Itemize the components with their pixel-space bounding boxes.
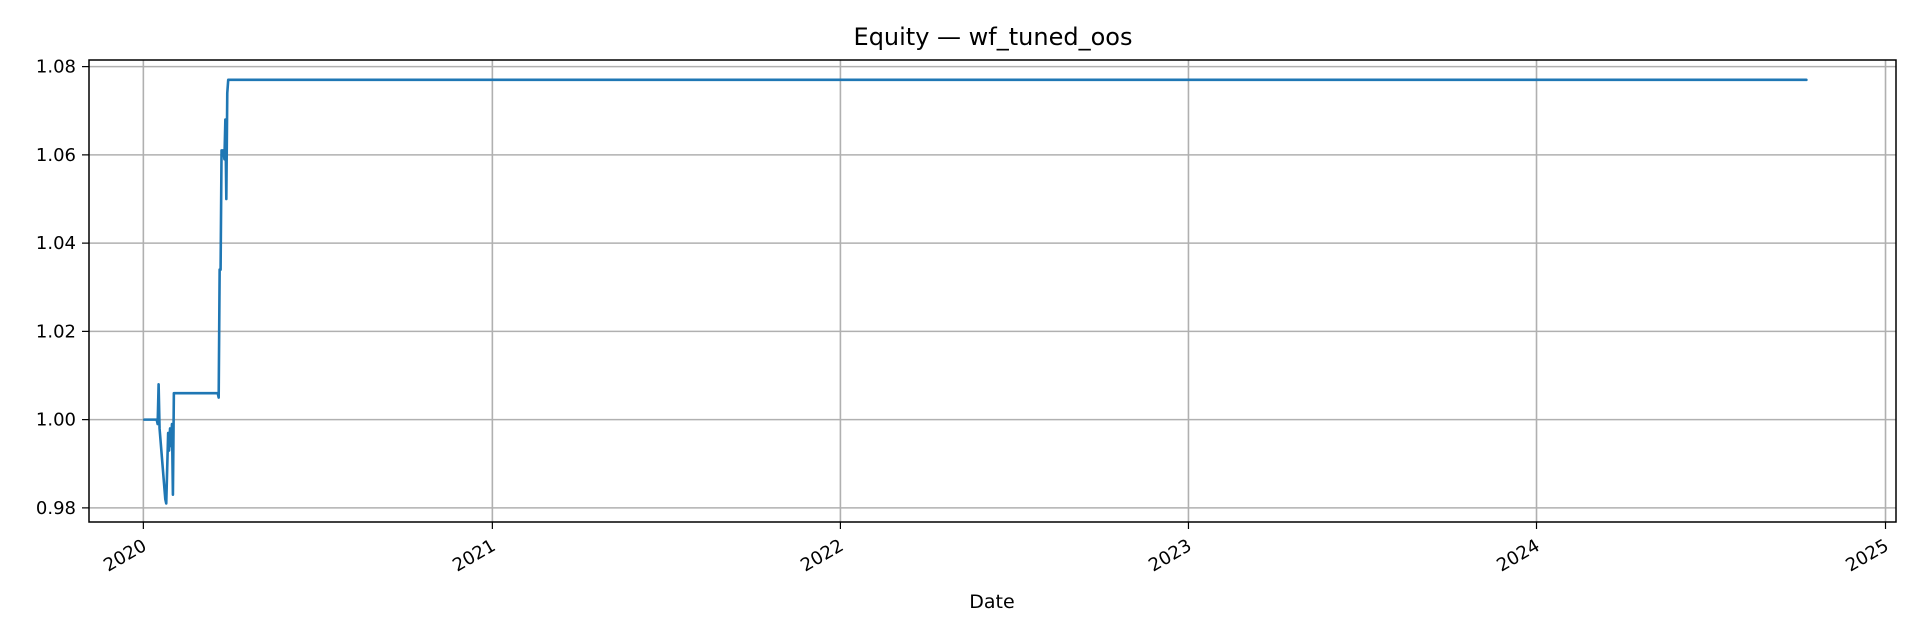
y-tick-label: 0.98 <box>36 498 76 519</box>
plot-frame <box>88 59 1897 523</box>
series-layer <box>143 78 1808 505</box>
y-tick-label: 1.08 <box>36 57 76 78</box>
grid-lines <box>89 60 1896 522</box>
y-tick-label: 1.04 <box>36 233 76 254</box>
chart-title: Equity — wf_tuned_oos <box>854 23 1133 51</box>
y-tick-label: 1.00 <box>36 410 76 431</box>
x-axis-label: Date <box>969 591 1014 613</box>
y-tick-label: 1.06 <box>36 145 76 166</box>
equity-series-line <box>143 78 1808 505</box>
y-tick-label: 1.02 <box>36 321 76 342</box>
